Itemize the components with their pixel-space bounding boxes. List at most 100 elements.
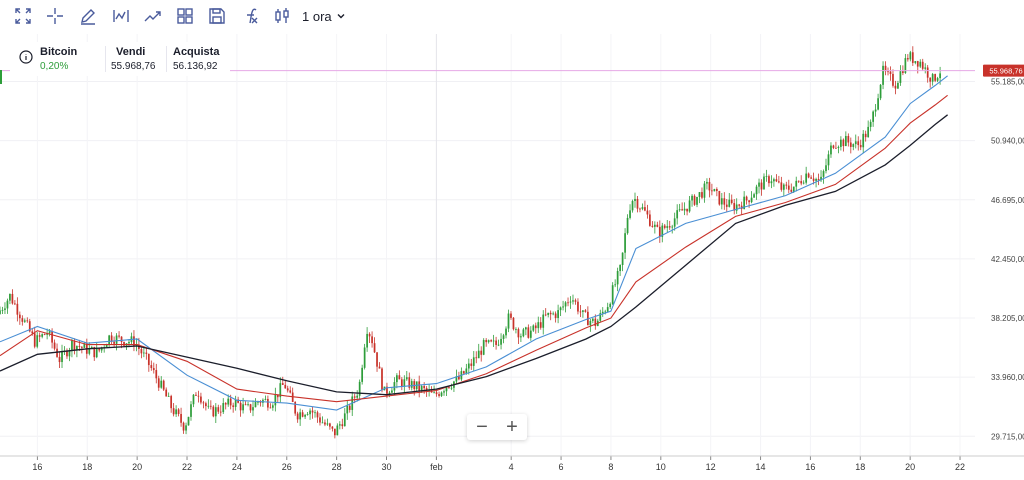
- candle-body: [539, 322, 542, 328]
- candle-body: [80, 346, 83, 348]
- candle-body: [892, 73, 894, 86]
- candle-body: [867, 126, 870, 138]
- candle-body: [202, 402, 205, 404]
- crosshair-icon[interactable]: [43, 4, 67, 28]
- info-icon[interactable]: [19, 50, 33, 64]
- candle-body: [547, 312, 550, 315]
- sell-label[interactable]: Vendi: [116, 46, 146, 58]
- candle-body: [200, 396, 202, 403]
- candle-body: [480, 350, 483, 355]
- candle-body: [336, 425, 339, 436]
- zoom-in-button[interactable]: +: [506, 415, 518, 438]
- candle-body: [619, 265, 621, 272]
- candle-body: [455, 376, 458, 382]
- candle-body: [192, 394, 195, 405]
- candle-body: [108, 335, 111, 345]
- buy-value[interactable]: 56.136,92: [173, 61, 218, 72]
- candle-body: [750, 197, 753, 203]
- pencil-icon[interactable]: [76, 4, 100, 28]
- candle-body: [916, 61, 919, 67]
- candle-body: [391, 390, 393, 393]
- candle-body: [877, 98, 879, 110]
- candle-body: [371, 336, 373, 344]
- candle-body: [693, 195, 696, 205]
- x-tick-label: 20: [905, 462, 915, 472]
- candle-body: [259, 401, 262, 403]
- x-tick-label: 30: [382, 462, 392, 472]
- y-tick-label: 50.940,00: [991, 137, 1024, 146]
- candle-body: [423, 386, 426, 389]
- buy-label[interactable]: Acquista: [173, 46, 220, 58]
- indicator-icon[interactable]: [109, 4, 133, 28]
- candle-body: [894, 85, 897, 89]
- sell-value[interactable]: 55.968,76: [111, 61, 156, 72]
- y-tick-label: 55.185,00: [991, 78, 1024, 87]
- fullscreen-icon[interactable]: [11, 4, 35, 28]
- candle-body: [663, 225, 666, 228]
- candle-body: [921, 61, 924, 69]
- candle-body: [914, 61, 917, 63]
- candle-body: [472, 357, 475, 366]
- candle-body: [911, 52, 914, 63]
- candle-body: [661, 225, 664, 237]
- candle-body: [388, 392, 391, 394]
- candle-body: [299, 412, 302, 420]
- candle-body: [832, 145, 835, 148]
- save-icon[interactable]: [205, 4, 229, 28]
- zoom-controls: − +: [467, 414, 527, 440]
- trend-icon[interactable]: [141, 4, 165, 28]
- candle-body: [584, 310, 587, 312]
- layout-grid-icon[interactable]: [173, 4, 197, 28]
- candle-body: [611, 285, 614, 304]
- price-chart[interactable]: 55.185,00 50.940,00 46.695,00 42.450,00 38.2…: [0, 32, 1024, 480]
- candle-body: [569, 301, 572, 303]
- candle-body: [790, 189, 793, 192]
- candle-body: [214, 407, 217, 417]
- candle-body: [212, 406, 215, 417]
- candle-body: [490, 340, 493, 342]
- candle-body: [353, 396, 356, 398]
- function-icon[interactable]: [238, 4, 262, 28]
- candle-body: [142, 352, 145, 354]
- candle-body: [309, 410, 311, 415]
- candle-body: [780, 182, 783, 190]
- candle-body: [78, 345, 81, 347]
- candle-body: [730, 199, 733, 204]
- timeframe-select[interactable]: 1 ora: [302, 6, 346, 26]
- candle-body: [420, 386, 423, 391]
- candle-body: [904, 58, 907, 73]
- candle-body: [723, 198, 726, 205]
- candle-body: [934, 74, 937, 81]
- candle-body: [257, 401, 259, 403]
- candle-body: [812, 178, 815, 181]
- y-axis-area: [975, 34, 1024, 456]
- candle-body: [500, 338, 502, 345]
- candle-body: [264, 398, 267, 400]
- candle-body: [666, 226, 669, 228]
- candle-body: [738, 204, 741, 206]
- candle-body: [6, 300, 9, 309]
- candle-body: [234, 399, 237, 407]
- x-tick-label: 14: [756, 462, 766, 472]
- candle-body: [51, 331, 53, 343]
- candle-type-icon[interactable]: [270, 4, 294, 28]
- candle-body: [899, 71, 902, 83]
- candle-body: [90, 346, 93, 349]
- candle-body: [219, 411, 222, 413]
- candle-body: [939, 73, 941, 79]
- candle-body: [852, 144, 855, 147]
- candle-body: [438, 394, 440, 396]
- candle-body: [180, 413, 182, 423]
- candle-body: [363, 347, 366, 368]
- candle-body: [720, 198, 723, 205]
- candle-body: [830, 145, 832, 155]
- candle-body: [197, 395, 200, 397]
- candle-body: [405, 377, 408, 380]
- candle-body: [616, 271, 619, 285]
- candle-body: [639, 208, 641, 210]
- candle-body: [683, 208, 686, 211]
- zoom-out-button[interactable]: −: [476, 415, 488, 438]
- candle-body: [23, 320, 26, 322]
- x-tick-label: 4: [509, 462, 514, 472]
- chart-svg[interactable]: 55.185,00 50.940,00 46.695,00 42.450,00 38.2…: [0, 32, 1024, 480]
